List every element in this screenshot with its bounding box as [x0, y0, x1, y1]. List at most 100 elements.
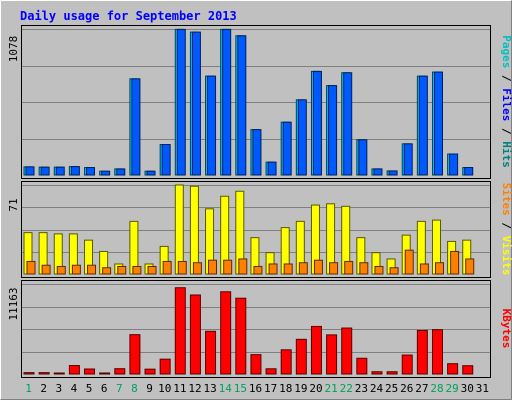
legend-entry: Sites	[500, 183, 512, 216]
bar-kbytes-kbytes	[129, 334, 141, 375]
x-tick-label: 16	[249, 382, 262, 395]
x-tick-label: 5	[86, 382, 93, 395]
bar-visits-sites	[26, 260, 36, 275]
panel-hits: 1078 Pages / Files / Hits	[7, 25, 512, 179]
x-tick-label: 17	[264, 382, 277, 395]
bar-visits-sites	[87, 264, 97, 275]
bar-visits-sites	[344, 260, 354, 275]
x-tick-label: 1	[25, 382, 32, 395]
bar-kbytes-kbytes	[23, 372, 35, 375]
bar-kbytes-kbytes	[280, 349, 292, 375]
bar-hits-files	[222, 28, 232, 176]
bar-kbytes-kbytes	[447, 363, 459, 375]
legend-entry: Visits	[500, 236, 512, 276]
bar-hits-files	[312, 70, 322, 176]
panel-kbytes: 11163 KBytes	[7, 280, 512, 378]
bar-kbytes-kbytes	[371, 371, 383, 375]
x-tick-label: 22	[340, 382, 353, 395]
bar-hits-files	[40, 166, 50, 176]
x-tick-label: 6	[101, 382, 108, 395]
bar-visits-sites	[132, 265, 142, 275]
bar-visits-sites	[374, 265, 384, 275]
bar-hits-files	[282, 121, 292, 176]
x-tick-label: 31	[476, 382, 489, 395]
legend-entry: /	[500, 216, 512, 236]
bar-hits-files	[252, 129, 262, 176]
bar-hits-files	[433, 71, 443, 176]
x-tick-label: 30	[461, 382, 474, 395]
bar-hits-files	[449, 153, 459, 176]
x-tick-label: 11	[173, 382, 186, 395]
x-tick-label: 29	[446, 382, 459, 395]
bar-kbytes-kbytes	[265, 368, 277, 375]
bar-visits-sites	[465, 258, 475, 275]
x-tick-label: 19	[294, 382, 307, 395]
bar-hits-files	[25, 166, 35, 176]
legend-kbytes: KBytes	[500, 309, 512, 349]
bar-hits-files	[403, 143, 413, 176]
bar-visits-visits	[189, 185, 199, 275]
x-tick-label: 28	[430, 382, 443, 395]
x-tick-label: 14	[219, 382, 233, 395]
bar-visits-sites	[177, 260, 187, 275]
x-tick-label: 20	[309, 382, 322, 395]
bar-hits-files	[55, 166, 65, 176]
x-tick-label: 23	[355, 382, 368, 395]
bar-visits-sites	[117, 265, 127, 275]
bar-visits-sites	[359, 262, 369, 275]
bar-hits-files	[297, 99, 307, 176]
bar-hits-files	[176, 28, 186, 176]
ymax-label-visits: 71	[7, 198, 20, 211]
bar-visits-sites	[102, 267, 112, 275]
bar-hits-files	[161, 144, 171, 176]
x-tick-label: 2	[40, 382, 47, 395]
bar-hits-files	[464, 167, 474, 176]
x-tick-label: 26	[400, 382, 413, 395]
x-tick-label: 24	[370, 382, 384, 395]
legend-entry: /	[500, 121, 512, 141]
x-tick-label: 8	[131, 382, 138, 395]
x-tick-label: 21	[325, 382, 338, 395]
bar-kbytes-kbytes	[401, 354, 413, 375]
bar-visits-sites	[329, 262, 339, 275]
bar-kbytes-kbytes	[356, 357, 368, 375]
bar-hits-files	[191, 31, 201, 176]
bar-kbytes-kbytes	[462, 365, 474, 375]
bar-kbytes-kbytes	[114, 368, 126, 375]
bar-visits-sites	[283, 263, 293, 275]
bar-hits-files	[267, 161, 277, 176]
legend-entry: Files	[500, 88, 512, 121]
panels-layer: 1078 Pages / Files / Hits 71 Sites / Visits…	[7, 25, 512, 378]
bar-visits-sites	[223, 259, 233, 275]
bar-hits-files	[237, 35, 247, 176]
bar-hits-files	[131, 78, 141, 176]
bar-hits-files	[70, 166, 80, 176]
bar-hits-files	[358, 139, 368, 176]
bar-visits-sites	[389, 267, 399, 275]
x-tick-label: 9	[146, 382, 153, 395]
legend-entry: /	[500, 68, 512, 88]
bar-kbytes-kbytes	[386, 371, 398, 375]
legend-entry: Hits	[500, 141, 512, 168]
bar-kbytes-kbytes	[189, 294, 201, 375]
bar-kbytes-kbytes	[250, 354, 262, 375]
x-tick-label: 25	[385, 382, 398, 395]
bar-kbytes-kbytes	[68, 365, 80, 375]
bar-hits-files	[101, 170, 111, 176]
bar-visits-sites	[238, 258, 248, 275]
ymax-label-kbytes: 11163	[7, 287, 20, 320]
bar-hits-files	[373, 168, 383, 176]
bar-visits-sites	[450, 250, 460, 275]
bar-visits-sites	[71, 264, 81, 275]
legend-entry: Pages	[500, 35, 512, 68]
bar-visits-sites	[313, 259, 323, 275]
bar-hits-files	[146, 170, 156, 176]
x-tick-label: 10	[158, 382, 171, 395]
bar-visits-sites	[147, 265, 157, 275]
bar-hits-files	[86, 167, 96, 176]
bar-kbytes-kbytes	[38, 372, 50, 375]
bar-kbytes-kbytes	[235, 297, 247, 375]
chart-title: Daily usage for September 2013	[20, 9, 237, 23]
bar-visits-sites	[192, 262, 202, 275]
